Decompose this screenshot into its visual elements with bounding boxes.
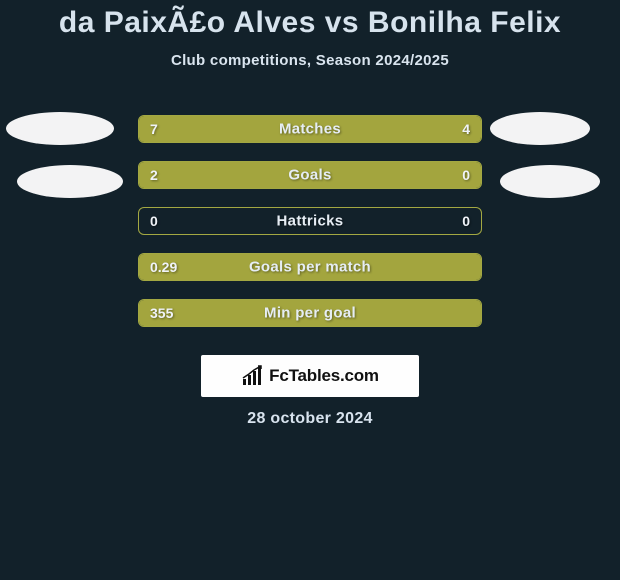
bar-track <box>138 299 482 327</box>
bar-left <box>139 300 481 326</box>
player-right-ellipse-top <box>490 112 590 145</box>
subtitle: Club competitions, Season 2024/2025 <box>0 52 620 69</box>
stat-row-hattricks: 0 Hattricks 0 <box>138 207 482 235</box>
page-title: da PaixÃ£o Alves vs Bonilha Felix <box>0 0 620 40</box>
bar-right <box>357 116 481 142</box>
bar-left <box>139 162 402 188</box>
bar-left <box>139 254 481 280</box>
comparison-chart: 7 Matches 4 2 Goals 0 0 Hattricks 0 0.29… <box>0 97 620 327</box>
bar-right <box>402 162 481 188</box>
stat-row-goals-per-match: 0.29 Goals per match <box>138 253 482 281</box>
chart-icon <box>241 365 265 387</box>
stat-row-goals: 2 Goals 0 <box>138 161 482 189</box>
bar-left <box>139 116 357 142</box>
fctables-logo: FcTables.com <box>201 355 419 397</box>
stat-row-min-per-goal: 355 Min per goal <box>138 299 482 327</box>
date-label: 28 october 2024 <box>0 410 620 428</box>
player-left-ellipse-top <box>6 112 114 145</box>
player-left-ellipse-bottom <box>17 165 123 198</box>
stat-row-matches: 7 Matches 4 <box>138 115 482 143</box>
player-right-ellipse-bottom <box>500 165 600 198</box>
bar-track <box>138 207 482 235</box>
logo-text: FcTables.com <box>269 366 379 386</box>
bar-track <box>138 253 482 281</box>
bar-track <box>138 115 482 143</box>
bar-track <box>138 161 482 189</box>
